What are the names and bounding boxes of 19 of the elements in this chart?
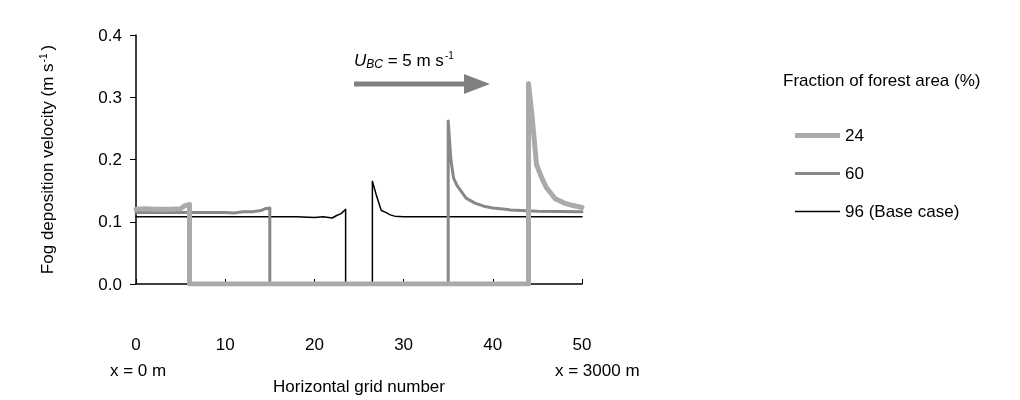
x-tick-label: 20	[304, 335, 324, 354]
text: x = 3000 m	[555, 361, 640, 380]
legend-title: Fraction of forest area (%)	[783, 71, 981, 90]
legend-label: 60	[845, 164, 864, 183]
y-tick-label: 0.1	[98, 212, 122, 232]
x-axis-title: Horizontal grid number	[273, 377, 446, 396]
y-tick-label: 0.4	[98, 25, 122, 45]
y-tick-label: 0.2	[98, 150, 122, 169]
x-tick-label: 0	[131, 335, 141, 354]
y-tick-label: 0.0	[98, 274, 122, 294]
x-tick-label: 50	[572, 335, 592, 354]
legend-label: 24	[845, 126, 864, 145]
x-tick-label: 30	[394, 335, 414, 354]
legend-label: 96 (Base case)	[845, 202, 960, 221]
y-tick-label: 0.3	[98, 87, 122, 107]
x-tick-label: 10	[215, 335, 235, 354]
x-tick-label: 40	[483, 335, 503, 354]
y-axis-title: Fog deposition velocity (m s-1)	[37, 44, 57, 275]
text: x = 0 m	[110, 361, 167, 380]
